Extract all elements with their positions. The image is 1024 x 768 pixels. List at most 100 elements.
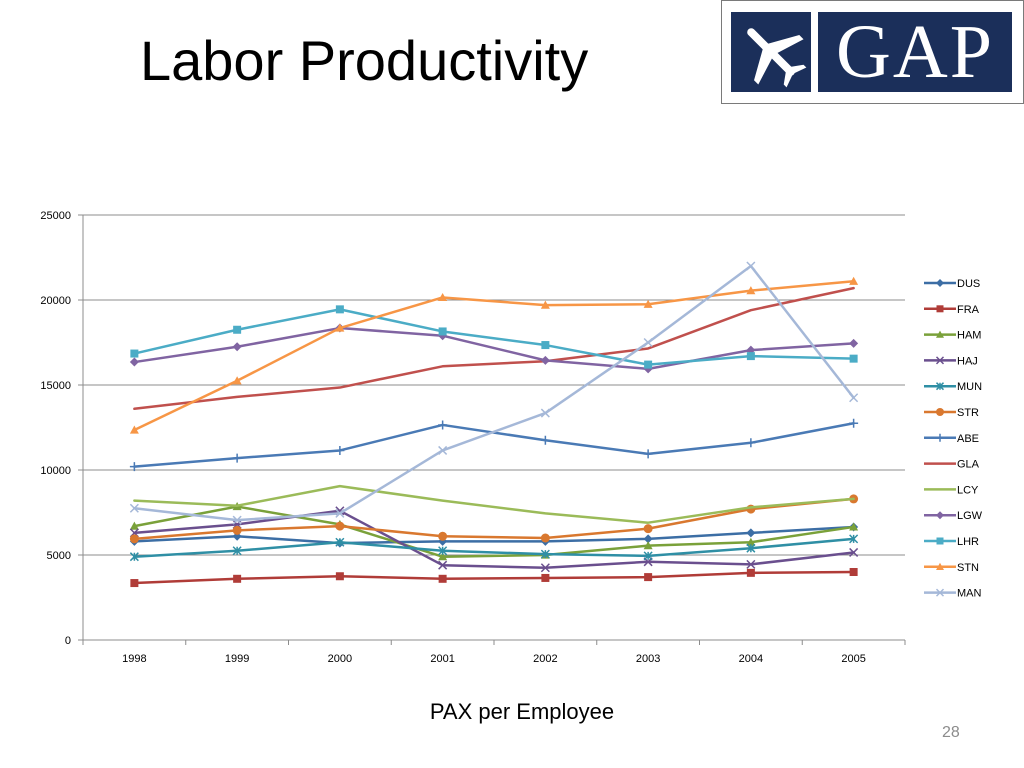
legend-label: MUN [957,381,982,393]
data-point [849,522,859,531]
data-point [129,503,139,513]
series-line [133,537,855,558]
y-tick-label: 0 [65,635,71,647]
y-tick-label: 25000 [40,210,71,222]
data-point [935,588,945,597]
data-point [643,337,653,348]
airplane-icon [731,12,811,92]
legend-label: GLA [957,459,980,471]
data-point [540,408,550,418]
data-point [849,568,858,576]
page-number: 28 [942,724,960,741]
series-line [133,509,855,569]
line-chart: 0 5000 10000 15000 20000 25000 1998 1999 2000 200… [40,210,983,665]
x-tick-label: 2003 [636,653,660,665]
slide-title: Labor Productivity [140,29,589,92]
data-point [232,376,242,385]
data-point [643,299,653,308]
data-point [438,420,448,430]
data-point [233,325,242,334]
data-point [936,511,944,520]
data-point [936,279,944,287]
y-tick-label: 5000 [47,550,71,562]
data-point [129,521,139,530]
data-point [232,342,242,352]
data-point [540,300,550,309]
data-point [643,541,653,550]
data-point [643,534,653,544]
data-point [129,357,139,367]
data-point [233,574,242,583]
series-line [133,525,855,545]
legend-label: LHR [957,536,979,548]
data-point [438,327,447,336]
data-point [936,408,944,416]
data-point [232,525,242,535]
series-line [133,484,855,524]
data-point [335,445,345,455]
x-tick-label: 2002 [533,653,557,665]
data-point [746,438,756,448]
data-point [746,528,756,538]
data-point [849,338,859,348]
data-point [936,433,944,442]
data-point [232,515,242,525]
data-point [746,261,756,271]
data-point [130,579,139,588]
data-point [438,292,448,302]
data-point [643,551,653,561]
legend-label: LCY [957,484,979,496]
x-tick-label: 1998 [122,653,146,665]
series-line [133,326,855,371]
legend-label: STN [957,562,979,574]
data-point [746,559,756,569]
data-point [335,508,345,518]
data-point [438,531,448,541]
data-point [335,521,345,531]
brand-logo: GAP [818,12,1012,92]
series-line [133,422,855,468]
series-line [133,505,855,558]
legend-label: HAM [957,330,981,342]
data-point [541,341,550,350]
x-tick-label: 1999 [225,653,249,665]
x-tick-label: 2000 [328,653,352,665]
data-point [643,524,653,534]
data-point [130,349,139,358]
data-point [746,568,755,577]
data-point [335,537,345,547]
series-line [133,286,855,411]
series-line [133,570,855,585]
series-line [133,497,855,541]
series-line [133,264,855,522]
x-tick-label: 2001 [430,653,454,665]
legend-label: ABE [957,433,979,445]
x-tick-label: 2005 [841,653,865,665]
data-point [129,462,139,472]
data-point [935,382,945,391]
data-point [129,534,139,544]
data-point [232,453,242,463]
data-point [335,323,345,332]
data-point [232,546,242,556]
legend-label: DUS [957,278,980,290]
legend-label: STR [957,407,979,419]
data-point [746,543,756,553]
data-point [438,546,448,556]
data-point [540,563,550,573]
legend-label: FRA [957,304,980,316]
data-point [849,547,859,557]
data-point [936,537,944,545]
data-point [746,286,756,295]
data-point [540,549,550,559]
data-point [644,573,653,582]
data-point [746,352,755,361]
legend-label: LGW [957,510,983,522]
chart-caption: PAX per Employee [429,699,615,724]
y-tick-label: 20000 [40,295,71,307]
data-point [540,435,550,445]
data-point [849,354,858,363]
data-point [936,562,944,570]
data-point [335,305,344,314]
y-tick-label: 15000 [40,380,71,392]
